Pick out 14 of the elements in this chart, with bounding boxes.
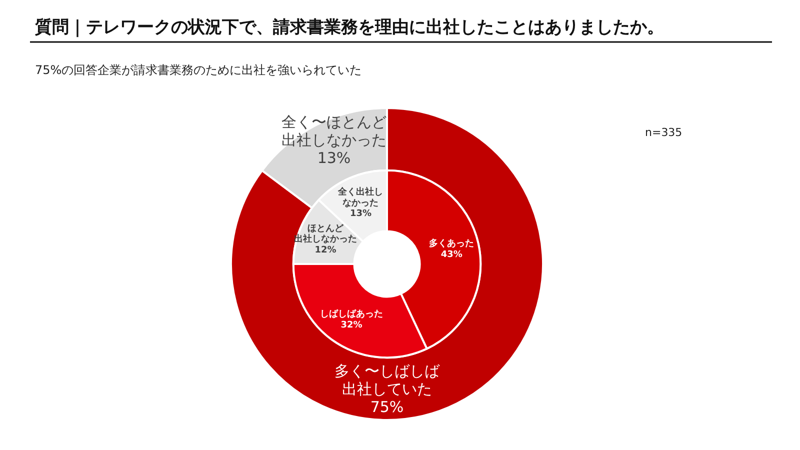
slice-label: 全く出社しなかった [337,186,384,208]
data-label: 13% [317,149,351,167]
text: n=335 [645,126,682,139]
data-label: 43% [440,250,462,260]
data-label: 13% [350,209,372,220]
chart-title: 質問｜テレワークの状況下で、請求書業務を理由に出社したことはありましたか。 [34,18,664,38]
slice-label: 全く〜ほとんど出社しなかった [282,113,386,149]
data-label: 75% [370,398,404,416]
data-label: 12% [314,245,336,256]
data-label: 32% [340,320,362,330]
slice-label: 多く〜しばしば出社していた [334,362,440,398]
slice-label: しばしばあった [320,308,384,320]
slice-label: 多くあった [429,238,474,250]
chart-subtitle: 75%の回答企業が請求書業務のために出社を強いられていた [35,63,362,77]
